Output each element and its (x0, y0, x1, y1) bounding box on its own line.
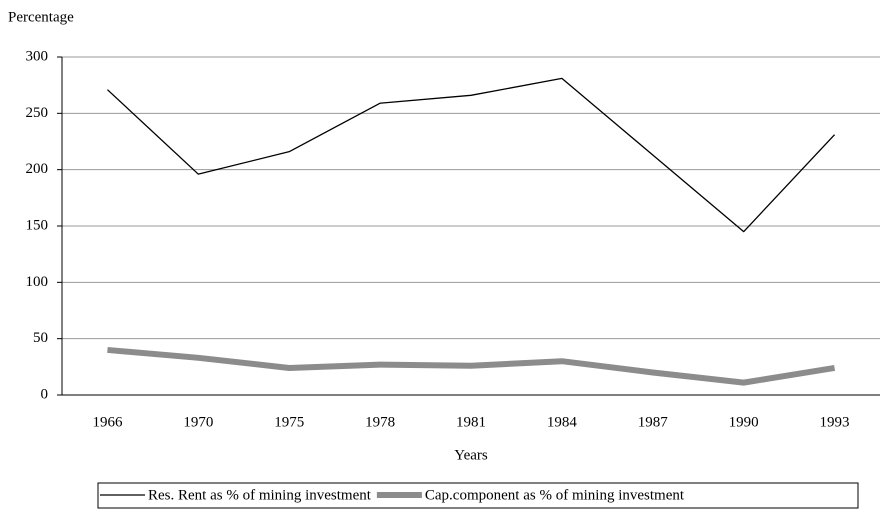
x-tick-label: 1966 (92, 414, 123, 430)
x-tick-label: 1981 (456, 414, 486, 430)
x-tick-label: 1993 (820, 414, 850, 430)
legend-label: Res. Rent as % of mining investment (148, 487, 372, 503)
x-tick-label: 1990 (729, 414, 759, 430)
x-tick-label: 1987 (638, 414, 669, 430)
y-tick-label: 150 (26, 217, 49, 233)
y-tick-label: 100 (26, 274, 49, 290)
series-line (107, 346, 836, 386)
y-tick-label: 0 (41, 386, 49, 402)
y-tick-label: 300 (26, 48, 49, 64)
x-tick-label: 1978 (365, 414, 395, 430)
x-tick-label: 1984 (547, 414, 578, 430)
legend-label: Cap.component as % of mining investment (425, 487, 685, 503)
y-axis-label: Percentage (8, 9, 74, 25)
y-tick-label: 50 (33, 330, 48, 346)
series-line (107, 77, 836, 233)
legend-box (97, 482, 859, 509)
y-tick-label: 250 (26, 105, 49, 121)
x-axis-label: Years (454, 447, 488, 463)
x-tick-label: 1975 (274, 414, 304, 430)
x-tick-label: 1970 (183, 414, 213, 430)
y-tick-label: 200 (26, 161, 49, 177)
